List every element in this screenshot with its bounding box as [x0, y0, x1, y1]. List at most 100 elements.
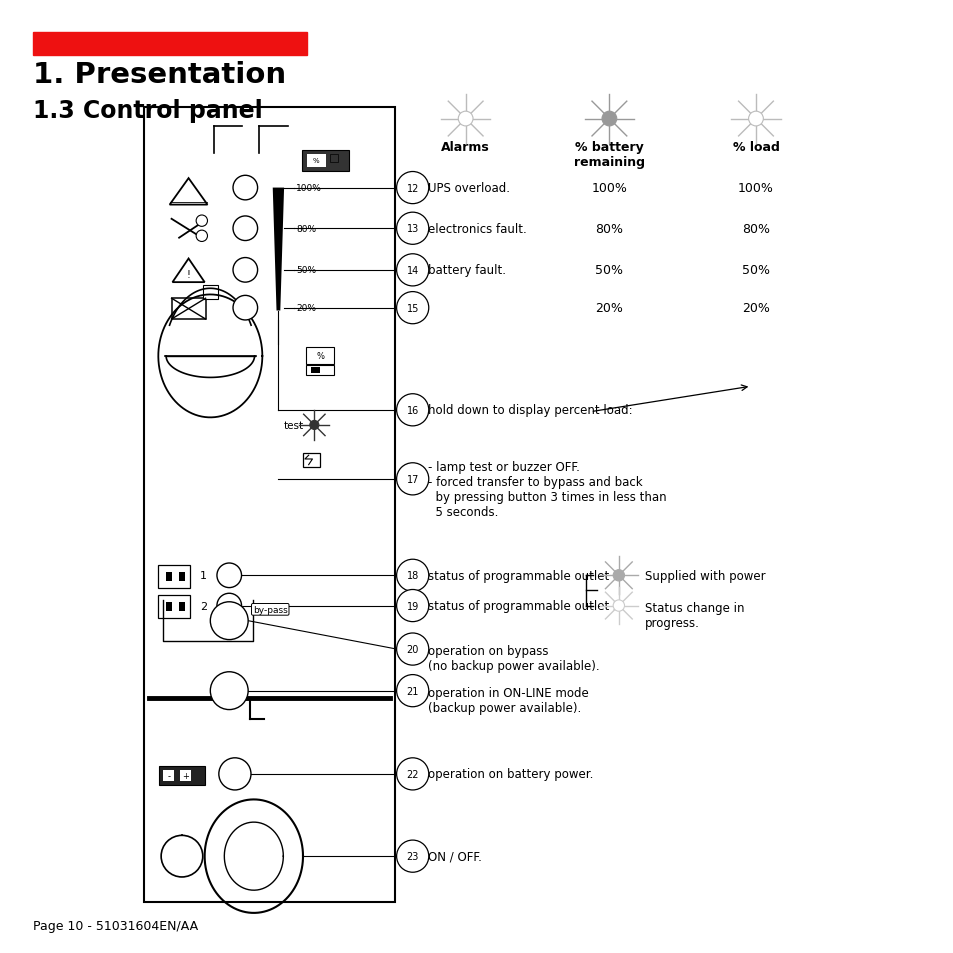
Circle shape [396, 841, 428, 872]
Text: % load: % load [732, 141, 779, 154]
Text: 20: 20 [406, 644, 418, 655]
Bar [144, 108, 395, 902]
Text: 17: 17 [406, 475, 418, 484]
Text: 1: 1 [200, 571, 207, 580]
Bar [330, 155, 337, 163]
Circle shape [233, 216, 257, 241]
Text: 20%: 20% [296, 304, 316, 313]
Circle shape [233, 296, 257, 320]
Text: 20%: 20% [741, 302, 769, 314]
Bar [166, 602, 172, 612]
Text: 12: 12 [406, 183, 418, 193]
Circle shape [396, 675, 428, 707]
Text: electronics fault.: electronics fault. [427, 222, 526, 235]
Bar [311, 368, 319, 374]
Text: 19: 19 [406, 601, 418, 611]
Text: Supplied with power: Supplied with power [644, 569, 765, 582]
Text: % battery
remaining: % battery remaining [574, 141, 644, 169]
Circle shape [396, 634, 428, 665]
Circle shape [196, 231, 207, 242]
Text: operation in ON-LINE mode
(backup power available).: operation in ON-LINE mode (backup power … [427, 686, 588, 714]
Circle shape [233, 176, 257, 201]
Text: - lamp test or buzzer OFF.
- forced transfer to bypass and back
  by pressing bu: - lamp test or buzzer OFF. - forced tran… [427, 460, 666, 518]
Circle shape [210, 672, 248, 710]
Circle shape [396, 395, 428, 426]
Text: Status change in
progress.: Status change in progress. [644, 601, 744, 629]
Circle shape [601, 112, 617, 127]
Circle shape [457, 112, 473, 127]
Circle shape [396, 590, 428, 622]
Text: %: % [315, 352, 324, 361]
Text: -: - [167, 772, 170, 781]
Text: 14: 14 [406, 266, 418, 275]
Circle shape [748, 112, 762, 127]
Bar [302, 151, 349, 172]
Text: operation on bypass
(no backup power available).: operation on bypass (no backup power ava… [427, 644, 598, 673]
Text: 22: 22 [406, 769, 418, 779]
Text: 1. Presentation: 1. Presentation [32, 61, 285, 89]
Bar [306, 348, 334, 365]
Text: +: + [182, 772, 189, 781]
Text: %: % [313, 158, 319, 164]
Text: status of programmable outlet 2:: status of programmable outlet 2: [427, 599, 623, 613]
Text: !: ! [187, 270, 191, 279]
Bar [307, 154, 325, 168]
Circle shape [161, 836, 203, 877]
Circle shape [233, 258, 257, 283]
Text: 50%: 50% [595, 264, 622, 277]
Text: ON / OFF.: ON / OFF. [427, 850, 481, 862]
Text: 18: 18 [406, 571, 418, 580]
Text: 100%: 100% [296, 184, 322, 193]
Text: Page 10 - 51031604EN/AA: Page 10 - 51031604EN/AA [32, 919, 197, 932]
Bar [179, 572, 185, 581]
Circle shape [396, 463, 428, 496]
Circle shape [210, 602, 248, 639]
Text: 15: 15 [406, 303, 418, 314]
Circle shape [216, 563, 241, 588]
Text: by-pass: by-pass [253, 605, 287, 614]
Bar [172, 299, 206, 319]
Bar [180, 770, 192, 781]
Bar [303, 454, 319, 467]
Circle shape [396, 293, 428, 324]
Circle shape [396, 254, 428, 287]
Circle shape [396, 213, 428, 245]
Text: 100%: 100% [591, 182, 627, 194]
Bar [179, 602, 185, 612]
Bar [163, 770, 174, 781]
Text: 1.3 Control panel: 1.3 Control panel [32, 98, 262, 123]
Text: 80%: 80% [595, 222, 622, 235]
Text: operation on battery power.: operation on battery power. [427, 767, 593, 781]
Bar [158, 565, 191, 588]
Circle shape [216, 594, 241, 618]
Text: 16: 16 [406, 405, 418, 416]
Text: 80%: 80% [296, 225, 316, 233]
Bar [203, 286, 217, 300]
Bar [32, 32, 307, 56]
Bar [158, 596, 191, 618]
Text: battery fault.: battery fault. [427, 264, 505, 277]
Bar [306, 366, 334, 375]
Text: 80%: 80% [741, 222, 769, 235]
Polygon shape [273, 189, 284, 312]
Text: 50%: 50% [741, 264, 769, 277]
Text: 50%: 50% [296, 266, 316, 275]
Circle shape [613, 600, 624, 612]
Circle shape [310, 421, 318, 430]
Text: 20%: 20% [595, 302, 622, 314]
Bar [166, 572, 172, 581]
Circle shape [396, 172, 428, 205]
Text: 100%: 100% [738, 182, 773, 194]
Text: 2: 2 [200, 601, 207, 611]
Text: UPS overload.: UPS overload. [427, 182, 509, 194]
Text: 13: 13 [406, 224, 418, 234]
Circle shape [396, 559, 428, 592]
Bar [159, 766, 205, 785]
Text: hold down to display percent load:: hold down to display percent load: [427, 404, 632, 416]
Text: status of programmable outlet 1:: status of programmable outlet 1: [427, 569, 623, 582]
Circle shape [613, 570, 624, 581]
Text: test: test [284, 420, 304, 431]
Text: 21: 21 [406, 686, 418, 696]
Circle shape [396, 758, 428, 790]
Text: 23: 23 [406, 851, 418, 862]
